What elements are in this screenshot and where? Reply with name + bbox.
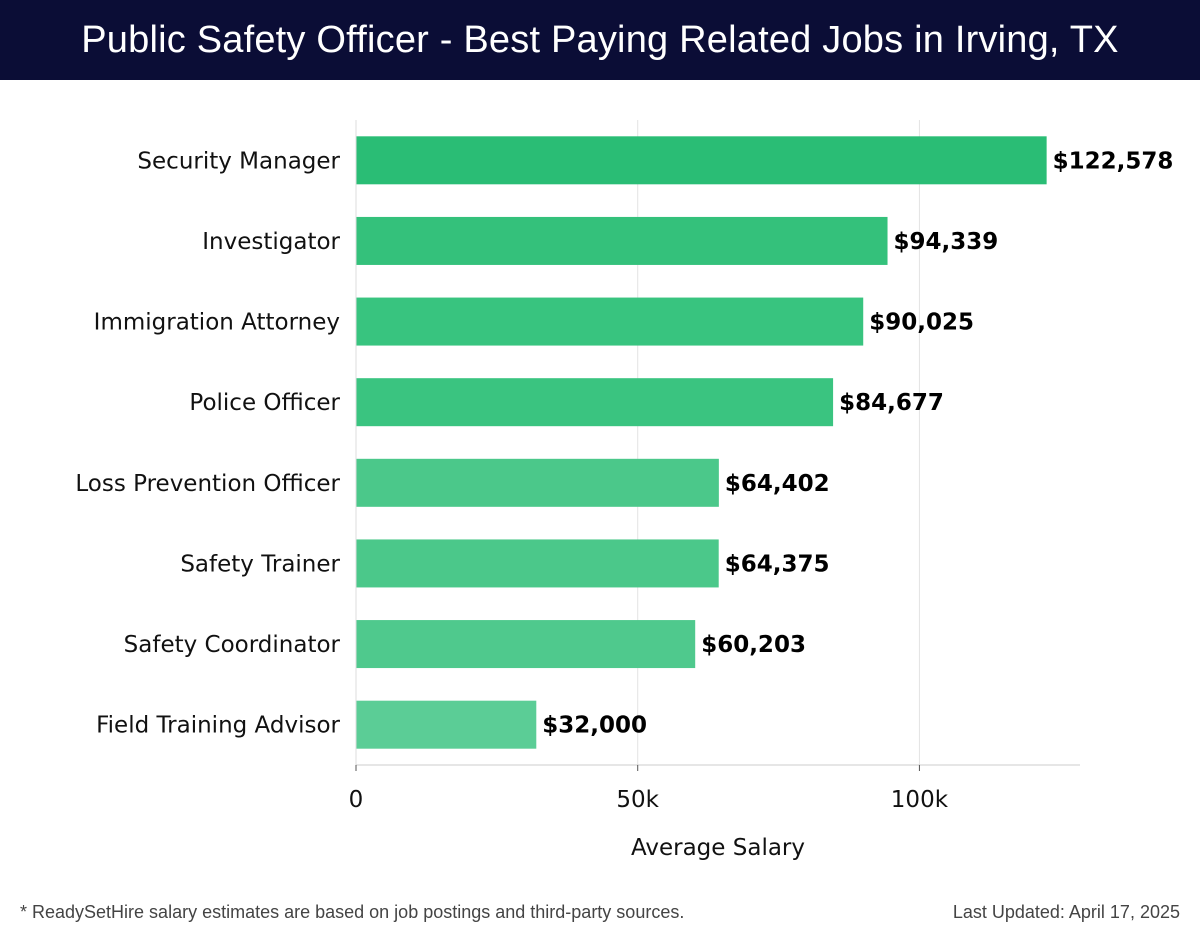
x-tick-label-2: 100k <box>891 787 949 813</box>
bar-4 <box>356 458 719 507</box>
category-label-4: Loss Prevention Officer <box>75 471 340 497</box>
value-label-1: $94,339 <box>894 229 999 255</box>
x-axis-title: Average Salary <box>631 835 805 861</box>
bar-5 <box>356 539 719 588</box>
bar-1 <box>356 216 888 265</box>
category-label-1: Investigator <box>202 229 340 255</box>
bars <box>356 136 1047 749</box>
category-label-0: Security Manager <box>137 148 340 174</box>
chart-title: Public Safety Officer - Best Paying Rela… <box>81 18 1119 61</box>
value-label-5: $64,375 <box>725 551 830 577</box>
value-label-0: $122,578 <box>1053 148 1174 174</box>
bar-chart: 0 50k 100k Average Salary Security Manager $… <box>75 120 1173 861</box>
value-label-2: $90,025 <box>869 310 974 336</box>
category-label-7: Field Training Advisor <box>96 713 340 739</box>
category-label-2: Immigration Attorney <box>94 310 340 336</box>
x-tick-label-1: 50k <box>616 787 659 813</box>
bar-7 <box>356 700 537 749</box>
bar-0 <box>356 136 1047 185</box>
labels: Security Manager $122,578 Investigator $94,… <box>75 148 1173 738</box>
last-updated: Last Updated: April 17, 2025 <box>952 902 1180 922</box>
bar-3 <box>356 378 834 427</box>
category-label-6: Safety Coordinator <box>124 632 341 658</box>
x-tick-label-0: 0 <box>349 787 364 813</box>
bar-2 <box>356 297 864 346</box>
chart-header: Public Safety Officer - Best Paying Rela… <box>0 0 1200 80</box>
category-label-5: Safety Trainer <box>180 551 340 577</box>
value-label-7: $32,000 <box>542 713 647 739</box>
value-label-3: $84,677 <box>839 390 944 416</box>
bar-6 <box>356 620 696 669</box>
value-label-6: $60,203 <box>701 632 806 658</box>
grid-lines <box>637 120 920 765</box>
category-label-3: Police Officer <box>189 390 340 416</box>
x-axis: 0 50k 100k Average Salary <box>349 120 1080 861</box>
footer-note: * ReadySetHire salary estimates are base… <box>20 902 685 922</box>
value-label-4: $64,402 <box>725 471 830 497</box>
